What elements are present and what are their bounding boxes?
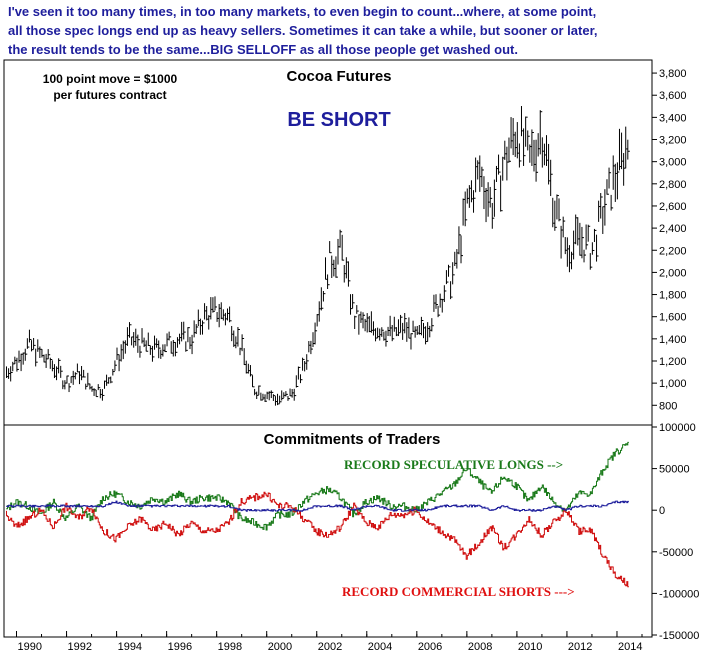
price-tick-label: 2,400 (659, 223, 687, 235)
price-chart-title: Cocoa Futures (286, 68, 391, 85)
cot-tick-label: -150000 (659, 630, 699, 642)
record-spec-longs-annotation: RECORD SPECULATIVE LONGS --> (344, 457, 563, 472)
price-tick-label: 1,600 (659, 312, 687, 324)
price-tick-label: 2,600 (659, 201, 687, 213)
cot-series-line (6, 500, 629, 512)
price-axis: 800 1,000 1,200 1,400 1,600 1,800 2,000 2,200 2,… (652, 68, 687, 412)
year-tick-label: 2004 (368, 641, 392, 653)
price-tick-label: 3,200 (659, 135, 687, 147)
year-tick-label: 1990 (18, 641, 42, 653)
year-tick-label: 1994 (118, 641, 142, 653)
cot-chart-title: Commitments of Traders (264, 431, 441, 448)
price-tick-label: 3,400 (659, 112, 687, 124)
cot-tick-label: 100000 (659, 422, 696, 434)
cot-series-line (6, 491, 629, 588)
cot-lines (6, 441, 629, 588)
record-commercial-shorts-annotation: RECORD COMMERCIAL SHORTS ---> (342, 584, 575, 599)
cot-axis: -150000 -100000 -50000 0 50000 100000 (652, 422, 699, 642)
price-tick-label: 1,800 (659, 290, 687, 302)
headline-line: all those spec longs end up as heavy sel… (8, 23, 598, 38)
price-tick-label: 2,200 (659, 245, 687, 257)
contract-note-line2: per futures contract (53, 88, 166, 102)
cot-tick-label: 0 (659, 505, 665, 517)
headline-line: I've seen it too many times, in too many… (8, 4, 597, 19)
price-bars (6, 106, 630, 406)
year-tick-label: 1996 (168, 641, 192, 653)
price-tick-label: 3,000 (659, 157, 687, 169)
contract-note-line1: 100 point move = $1000 (43, 72, 178, 86)
year-tick-label: 2000 (268, 641, 292, 653)
year-tick-label: 1992 (68, 641, 92, 653)
price-tick-label: 2,800 (659, 179, 687, 191)
plot-frame (3, 59, 653, 638)
cot-tick-label: -100000 (659, 588, 699, 600)
year-tick-label: 1998 (218, 641, 242, 653)
price-tick-label: 3,800 (659, 68, 687, 80)
year-axis: 1990 1992 1994 1996 1998 2000 2002 2004 2006 2008… (16, 631, 643, 653)
cot-tick-label: -50000 (659, 547, 693, 559)
year-tick-label: 2012 (568, 641, 592, 653)
price-tick-label: 1,400 (659, 334, 687, 346)
year-tick-label: 2002 (318, 641, 342, 653)
headline-line: the result tends to be the same...BIG SE… (8, 42, 518, 57)
year-tick-label: 2010 (518, 641, 542, 653)
year-tick-label: 2006 (418, 641, 442, 653)
price-tick-label: 1,000 (659, 378, 687, 390)
year-tick-label: 2008 (468, 641, 492, 653)
price-tick-label: 1,200 (659, 356, 687, 368)
price-tick-label: 2,000 (659, 267, 687, 279)
cot-tick-label: 50000 (659, 464, 690, 476)
price-tick-label: 3,600 (659, 90, 687, 102)
headline-text: I've seen it too many times, in too many… (8, 2, 698, 59)
price-tick-label: 800 (659, 400, 677, 412)
year-tick-label: 2014 (618, 641, 642, 653)
be-short-annotation: BE SHORT (287, 109, 390, 131)
cot-series-line (6, 441, 629, 531)
